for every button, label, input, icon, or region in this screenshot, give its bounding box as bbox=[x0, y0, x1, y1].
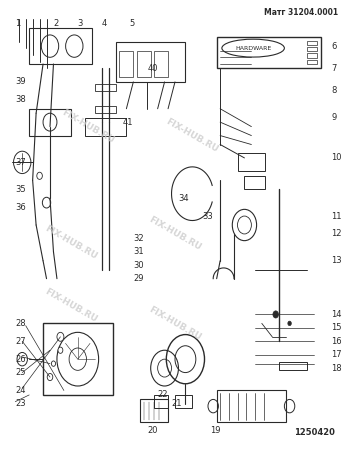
Text: 25: 25 bbox=[15, 368, 26, 377]
Circle shape bbox=[288, 321, 291, 326]
Bar bbox=[119, 50, 133, 77]
Text: 38: 38 bbox=[15, 95, 26, 104]
Bar bbox=[95, 84, 116, 91]
Text: 40: 40 bbox=[147, 64, 158, 73]
Text: 2: 2 bbox=[54, 19, 59, 28]
Bar bbox=[154, 395, 168, 408]
Text: 24: 24 bbox=[15, 386, 26, 395]
Text: FIX-HUB.RU: FIX-HUB.RU bbox=[164, 117, 220, 154]
Text: 26: 26 bbox=[15, 355, 26, 364]
Text: 28: 28 bbox=[15, 319, 26, 328]
Text: FIX-HUB.RU: FIX-HUB.RU bbox=[147, 215, 203, 252]
Circle shape bbox=[51, 361, 56, 366]
Text: 39: 39 bbox=[15, 77, 26, 86]
Text: 21: 21 bbox=[172, 400, 182, 409]
Bar bbox=[140, 400, 168, 422]
Text: HARDWARE: HARDWARE bbox=[235, 45, 271, 50]
Text: 22: 22 bbox=[158, 391, 168, 400]
Text: 1: 1 bbox=[15, 19, 21, 28]
Text: 11: 11 bbox=[331, 212, 342, 220]
Bar bbox=[116, 42, 186, 82]
Bar bbox=[307, 41, 317, 45]
Bar bbox=[238, 153, 265, 171]
Text: FIX-HUB.RU: FIX-HUB.RU bbox=[147, 305, 203, 342]
Bar bbox=[279, 362, 307, 370]
Text: 7: 7 bbox=[331, 64, 337, 73]
Text: 36: 36 bbox=[15, 202, 26, 211]
Text: 23: 23 bbox=[15, 400, 26, 409]
Bar bbox=[29, 109, 71, 135]
Bar bbox=[217, 391, 286, 422]
Text: FIX-HUB.RU: FIX-HUB.RU bbox=[43, 287, 99, 324]
Text: 30: 30 bbox=[133, 261, 144, 270]
Text: 12: 12 bbox=[331, 230, 342, 238]
Text: 4: 4 bbox=[102, 19, 107, 28]
Bar bbox=[154, 50, 168, 77]
Circle shape bbox=[273, 311, 279, 318]
Text: 37: 37 bbox=[15, 158, 26, 167]
Text: 14: 14 bbox=[331, 310, 342, 319]
Bar bbox=[175, 395, 192, 408]
Text: 20: 20 bbox=[147, 426, 158, 435]
Text: 34: 34 bbox=[178, 194, 189, 202]
Bar bbox=[307, 53, 317, 58]
Text: 19: 19 bbox=[210, 426, 220, 435]
Text: FIX-HUB.RU: FIX-HUB.RU bbox=[43, 224, 99, 261]
Bar bbox=[307, 59, 317, 64]
Bar bbox=[95, 107, 116, 113]
Text: 35: 35 bbox=[15, 184, 26, 194]
Text: 3: 3 bbox=[78, 19, 83, 28]
Bar bbox=[29, 28, 92, 64]
Text: 10: 10 bbox=[331, 153, 342, 162]
Circle shape bbox=[58, 347, 63, 353]
Text: Матг 31204.0001: Матг 31204.0001 bbox=[264, 8, 338, 17]
Bar bbox=[85, 117, 126, 135]
Bar bbox=[244, 176, 265, 189]
Bar bbox=[307, 47, 317, 51]
Text: 41: 41 bbox=[123, 117, 133, 126]
Text: 31: 31 bbox=[133, 248, 144, 256]
Bar bbox=[217, 37, 321, 68]
Text: 29: 29 bbox=[133, 274, 144, 283]
Text: 32: 32 bbox=[133, 234, 144, 243]
Text: 16: 16 bbox=[331, 337, 342, 346]
Text: 18: 18 bbox=[331, 364, 342, 373]
Circle shape bbox=[57, 333, 64, 341]
Text: 15: 15 bbox=[331, 324, 342, 333]
Text: 6: 6 bbox=[331, 41, 337, 50]
Text: 33: 33 bbox=[203, 212, 214, 220]
Text: 8: 8 bbox=[331, 86, 337, 95]
Text: 17: 17 bbox=[331, 350, 342, 359]
Text: 9: 9 bbox=[331, 113, 336, 122]
Circle shape bbox=[47, 374, 53, 381]
Text: 5: 5 bbox=[130, 19, 135, 28]
Text: FIX-HUB.RU: FIX-HUB.RU bbox=[61, 108, 116, 145]
Bar bbox=[43, 324, 112, 395]
Text: 27: 27 bbox=[15, 337, 26, 346]
Bar bbox=[137, 50, 151, 77]
Text: 1250420: 1250420 bbox=[294, 428, 335, 437]
Text: 13: 13 bbox=[331, 256, 342, 266]
